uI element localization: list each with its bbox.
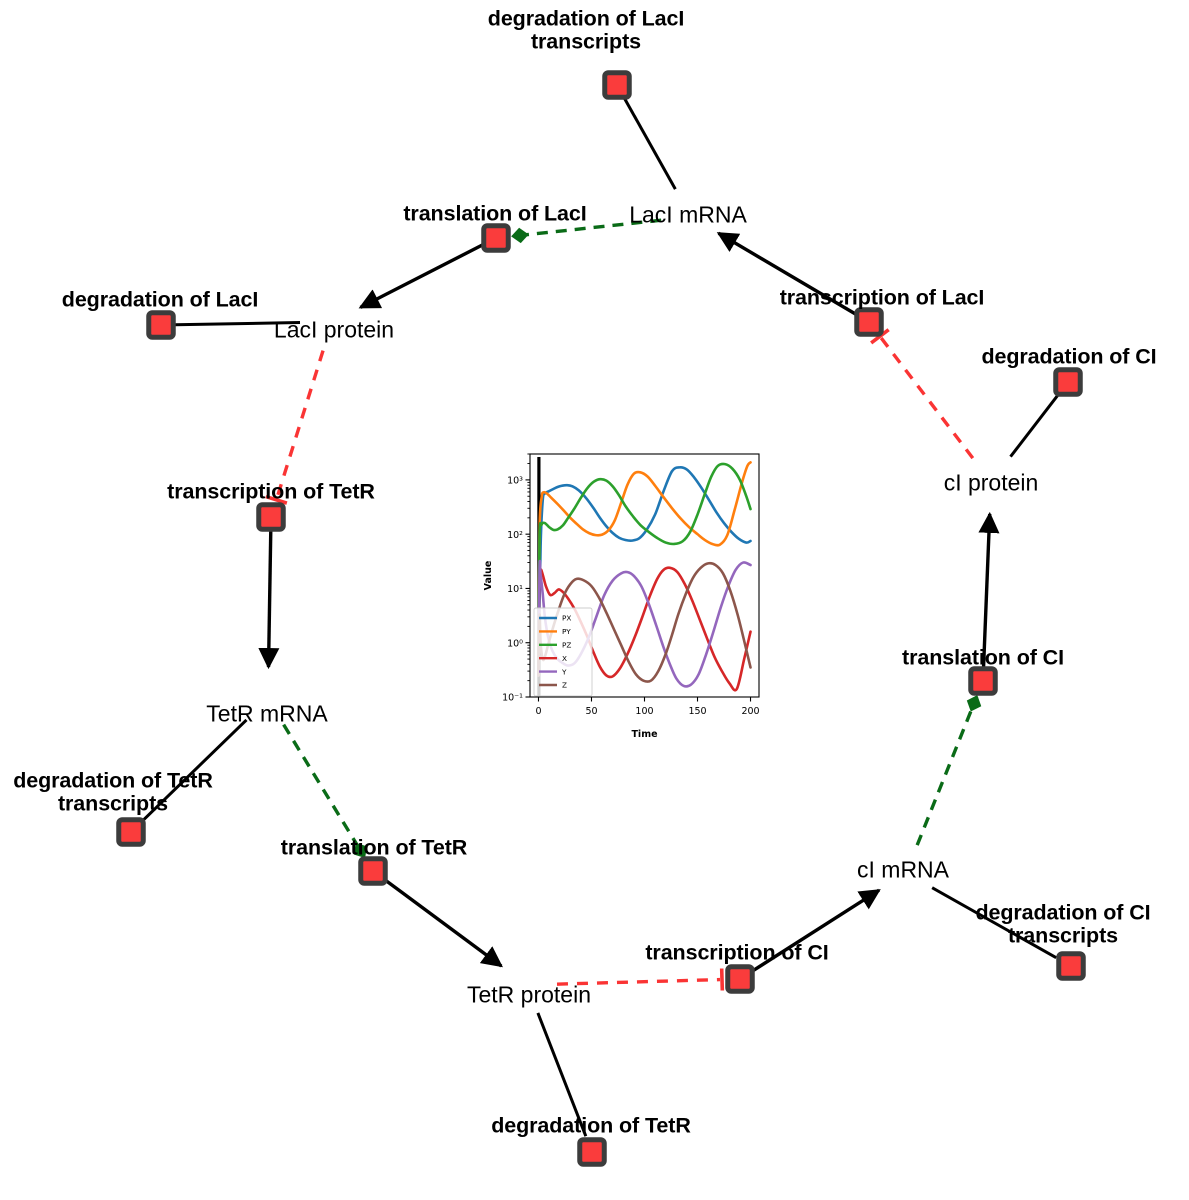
legend-label-X: X (562, 654, 567, 663)
edge-plain (536, 1012, 588, 1137)
reaction-label-translation_of_tetr: translation of TetR (280, 835, 468, 860)
reaction-node-translation_of_ci[interactable] (968, 666, 998, 696)
edge-modifier (282, 723, 368, 858)
reaction-node-transcription_of_ci[interactable] (725, 964, 755, 994)
reaction-label-deg_laci: degradation of LacI (61, 287, 259, 312)
legend-label-Y: Y (561, 667, 567, 676)
reaction-label-deg_ci_transcripts: degradation of CI transcripts (975, 900, 1151, 947)
edge-inhibition (879, 336, 975, 460)
legend-label-Z: Z (562, 681, 567, 690)
y-tick-label: 10⁻¹ (502, 693, 523, 704)
timecourse-plot-inset: 10⁻¹ 10⁰ 10¹ 10² 10³ 0 50 100 150 200 Time Value PX P… (478, 440, 768, 745)
reaction-node-deg_tetr[interactable] (577, 1137, 607, 1167)
edge-plain (622, 96, 677, 190)
species-label-laci_protein: LacI protein (273, 316, 395, 343)
edge-plain (174, 321, 301, 327)
species-label-ci_protein: cI protein (943, 469, 1039, 496)
species-label-tetr_protein: TetR protein (466, 981, 592, 1008)
edge-product (383, 877, 503, 968)
reaction-node-translation_of_tetr[interactable] (358, 856, 388, 886)
reaction-label-deg_tetr: degradation of TetR (491, 1113, 691, 1138)
reaction-label-deg_ci: degradation of CI (981, 344, 1157, 369)
reaction-node-deg_laci_transcripts[interactable] (602, 70, 632, 100)
inhibition-bar (719, 968, 725, 991)
reaction-node-translation_of_laci[interactable] (481, 223, 511, 253)
species-label-tetr_mrna: TetR mRNA (206, 700, 328, 727)
reaction-node-deg_ci[interactable] (1053, 367, 1083, 397)
edge-product (978, 511, 1000, 668)
species-label-ci_mrna: cI mRNA (857, 856, 949, 883)
reaction-label-transcription_of_laci: transcription of LacI (779, 285, 985, 310)
edge-product (258, 530, 280, 670)
reaction-label-transcription_of_ci: transcription of CI (645, 940, 829, 965)
reaction-node-deg_laci[interactable] (146, 310, 176, 340)
y-tick-label: 10² (507, 530, 523, 541)
x-tick-label: 50 (585, 706, 597, 717)
reaction-label-transcription_of_tetr: transcription of TetR (167, 479, 375, 504)
x-tick-label: 150 (688, 706, 706, 717)
edge-inhibition (275, 350, 325, 499)
edge-product (750, 888, 881, 973)
reaction-node-transcription_of_laci[interactable] (854, 307, 884, 337)
reaction-label-translation_of_laci: translation of LacI (403, 201, 587, 226)
y-tick-label: 10⁰ (507, 638, 523, 649)
y-tick-label: 10¹ (507, 584, 523, 595)
y-tick-label: 10³ (507, 475, 523, 486)
x-tick-label: 0 (535, 706, 541, 717)
species-label-laci_mrna: LacI mRNA (629, 201, 747, 228)
y-axis-label: Value (483, 561, 494, 591)
reaction-label-deg_tetr_transcripts: degradation of TetR transcripts (13, 768, 213, 815)
reaction-node-transcription_of_tetr[interactable] (256, 502, 286, 532)
edge-plain (142, 718, 248, 822)
series-line-PX (537, 466, 752, 673)
series-line-PY (537, 461, 752, 673)
series-line-X (537, 566, 752, 692)
edge-product (716, 231, 858, 317)
legend-label-PY: PY (562, 627, 571, 636)
edge-modifier (511, 218, 662, 244)
edge-plain (1009, 392, 1061, 458)
edge-product (358, 242, 485, 309)
reaction-label-translation_of_ci: translation of CI (902, 645, 1064, 670)
reaction-node-deg_tetr_transcripts[interactable] (116, 817, 146, 847)
edge-plain (931, 886, 1057, 959)
x-axis-label: Time (631, 729, 657, 740)
inhibition-bar (265, 494, 288, 505)
legend-label-PZ: PZ (562, 641, 571, 650)
reaction-node-deg_ci_transcripts[interactable] (1056, 951, 1086, 981)
x-tick-label: 200 (741, 706, 759, 717)
x-tick-label: 100 (635, 706, 653, 717)
legend-box (533, 607, 593, 697)
series-line-PZ (537, 462, 752, 673)
edge-inhibition (556, 977, 721, 986)
legend-label-PX: PX (562, 614, 571, 623)
plot-legend: PX PY PZ XYZ (533, 607, 593, 697)
edge-modifier (915, 695, 982, 846)
reaction-label-deg_laci_transcripts: degradation of LacI transcripts (487, 6, 685, 53)
